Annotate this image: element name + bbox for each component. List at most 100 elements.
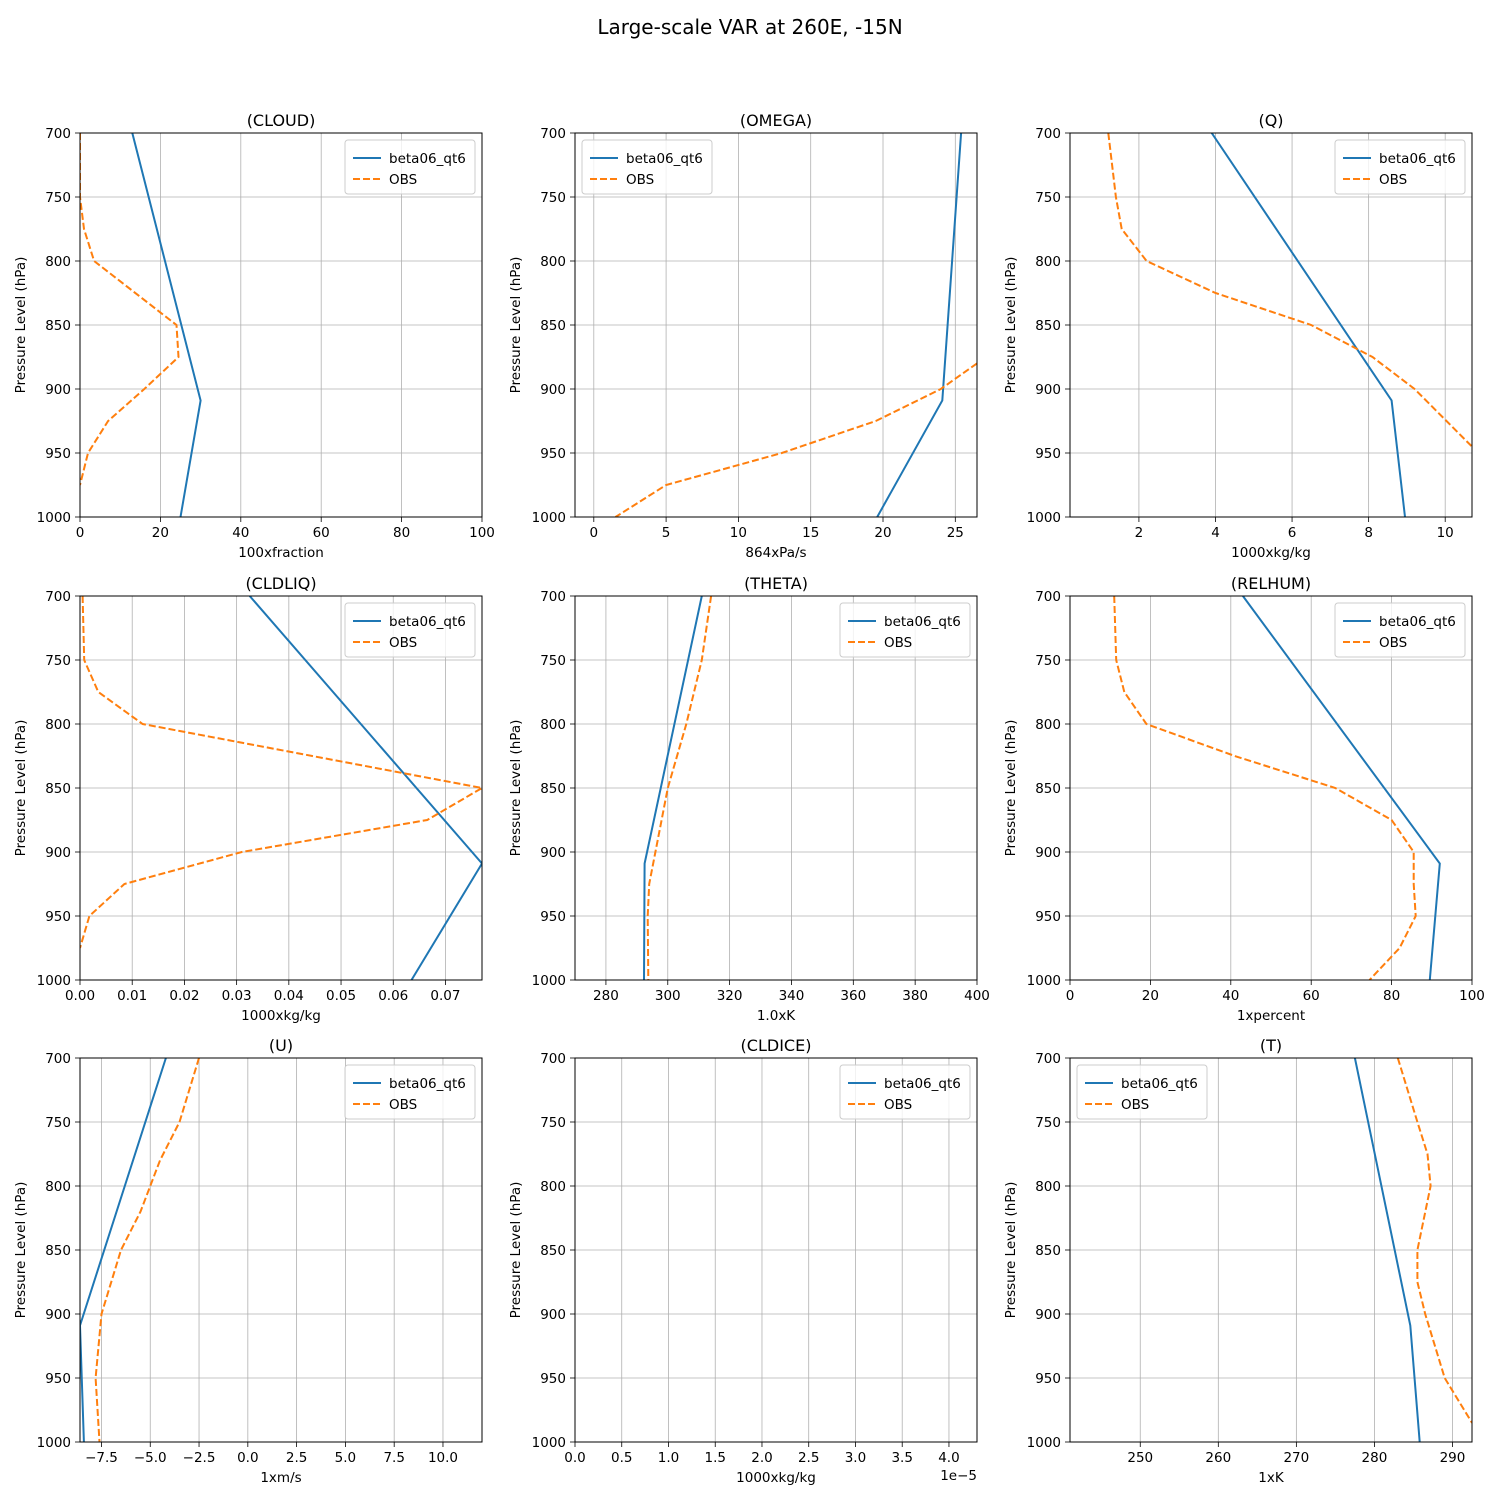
y-tick-label: 900: [1035, 1307, 1061, 1323]
axes-frame: [79, 595, 483, 981]
x-tick-label: 0.07: [430, 988, 460, 1004]
y-tick-label: 800: [540, 717, 566, 733]
x-tick-label: 10: [1437, 525, 1454, 541]
y-axis-label: Pressure Level (hPa): [508, 257, 524, 394]
subplot: 0.0 0.5 1.0 1.5 2.0 2.5 3.0 3.5 4.0 700 750 800 850 9…: [508, 1036, 978, 1486]
y-tick-label: 700: [540, 1051, 566, 1067]
x-tick-label: 0: [76, 525, 85, 541]
y-axis-label: Pressure Level (hPa): [1003, 1182, 1019, 1319]
series-line-beta06_qt6: [1242, 596, 1441, 980]
x-tick-label: 280: [593, 988, 619, 1004]
x-tick-label: 5.0: [335, 1450, 356, 1466]
x-tick-label: 40: [232, 525, 249, 541]
x-tick-label: 320: [717, 988, 743, 1004]
y-axis-label: Pressure Level (hPa): [13, 720, 29, 857]
y-tick-label: 750: [540, 190, 566, 206]
legend-label: OBS: [1379, 172, 1407, 188]
legend: beta06_qt6 OBS: [839, 1064, 971, 1120]
subplot-title: (OMEGA): [740, 111, 812, 130]
y-axis-label: Pressure Level (hPa): [1003, 257, 1019, 394]
series-line-beta06_qt6: [1353, 1058, 1421, 1442]
x-tick-label: 4: [1211, 525, 1220, 541]
legend: beta06_qt6 OBS: [1334, 602, 1466, 658]
legend-box: [581, 139, 713, 195]
x-tick-label: 400: [964, 988, 990, 1004]
x-axis-label: 1000xkg/kg: [1231, 545, 1311, 561]
y-tick-label: 850: [1035, 1243, 1061, 1259]
y-tick-label: 800: [540, 1179, 566, 1195]
y-tick-label: 750: [1035, 190, 1061, 206]
y-tick-label: 950: [45, 909, 71, 925]
y-tick-label: 800: [45, 717, 71, 733]
y-tick-label: 850: [540, 1243, 566, 1259]
x-tick-label: 25: [947, 525, 964, 541]
subplot-title: (CLOUD): [247, 111, 316, 130]
legend: beta06_qt6 OBS: [839, 602, 971, 658]
legend-label: beta06_qt6: [389, 151, 466, 167]
x-tick-label: 15: [802, 525, 819, 541]
x-tick-label: 20: [874, 525, 891, 541]
x-tick-label: 260: [1205, 1450, 1231, 1466]
subplot: 280 300 320 340 360 380 400 700 750 800 850 900 950 1…: [508, 574, 990, 1024]
y-tick-label: 750: [45, 190, 71, 206]
y-tick-label: 950: [540, 1371, 566, 1387]
x-tick-label: 0.06: [378, 988, 408, 1004]
y-tick-label: 850: [1035, 781, 1061, 797]
x-tick-label: 2.0: [751, 1450, 772, 1466]
x-tick-label: 0: [1066, 988, 1075, 1004]
y-tick-label: 950: [1035, 1371, 1061, 1387]
axes-frame: [79, 132, 483, 518]
y-tick-label: 850: [45, 1243, 71, 1259]
legend-label: beta06_qt6: [884, 614, 961, 630]
y-tick-label: 800: [1035, 717, 1061, 733]
x-tick-label: 0: [590, 525, 599, 541]
series-line-obs: [1113, 596, 1417, 980]
x-tick-label: 5: [662, 525, 671, 541]
y-tick-label: 750: [45, 1115, 71, 1131]
x-tick-label: 0.00: [65, 988, 95, 1004]
legend-label: OBS: [626, 172, 654, 188]
series-line-obs: [80, 596, 482, 949]
subplot: −7.5 −5.0 −2.5 0.0 2.5 5.0 7.5 10.0 700 750 800 850…: [13, 1036, 483, 1486]
y-tick-label: 1000: [1027, 973, 1061, 989]
subplot: 0 20 40 60 80 100 700 750 800 850 900 950 1000 (CLOUD…: [13, 111, 495, 561]
subplot-title: (THETA): [744, 574, 808, 593]
y-tick-label: 1000: [1027, 510, 1061, 526]
y-tick-label: 750: [1035, 1115, 1061, 1131]
x-tick-label: 360: [840, 988, 866, 1004]
y-tick-label: 800: [1035, 1179, 1061, 1195]
legend: beta06_qt6 OBS: [581, 139, 713, 195]
legend-box: [344, 602, 476, 658]
x-axis-label: 1xm/s: [260, 1470, 301, 1486]
y-tick-label: 950: [1035, 446, 1061, 462]
y-tick-label: 800: [540, 254, 566, 270]
legend-label: OBS: [1121, 1097, 1149, 1113]
x-tick-label: 100: [469, 525, 495, 541]
axes-frame: [574, 1057, 978, 1443]
y-tick-label: 700: [540, 589, 566, 605]
subplot: 0 20 40 60 80 100 700 750 800 850 900 950 1000 (RELHU…: [1003, 574, 1485, 1024]
y-tick-label: 850: [1035, 318, 1061, 334]
x-tick-label: 1.5: [704, 1450, 725, 1466]
y-tick-label: 1000: [532, 973, 566, 989]
legend-label: beta06_qt6: [884, 1076, 961, 1092]
subplot-title: (U): [269, 1036, 293, 1055]
y-tick-label: 1000: [37, 973, 71, 989]
x-tick-label: 0.0: [564, 1450, 585, 1466]
series-line-beta06_qt6: [131, 133, 202, 517]
x-tick-label: 0.01: [117, 988, 147, 1004]
y-tick-label: 700: [45, 589, 71, 605]
x-tick-label: 2.5: [286, 1450, 307, 1466]
legend-box: [1334, 139, 1466, 195]
y-tick-label: 950: [45, 1371, 71, 1387]
x-tick-label: 60: [313, 525, 330, 541]
y-tick-label: 900: [45, 382, 71, 398]
x-tick-label: 3.5: [891, 1450, 912, 1466]
x-tick-label: 40: [1222, 988, 1239, 1004]
subplot: 250 260 270 280 290 700 750 800 850 900 950 1000 (T)…: [1003, 1036, 1473, 1486]
x-axis-label: 1000xkg/kg: [241, 1008, 321, 1024]
subplot-title: (T): [1260, 1036, 1282, 1055]
y-tick-label: 900: [540, 1307, 566, 1323]
series-line-obs: [1396, 1058, 1472, 1424]
y-tick-label: 1000: [532, 510, 566, 526]
